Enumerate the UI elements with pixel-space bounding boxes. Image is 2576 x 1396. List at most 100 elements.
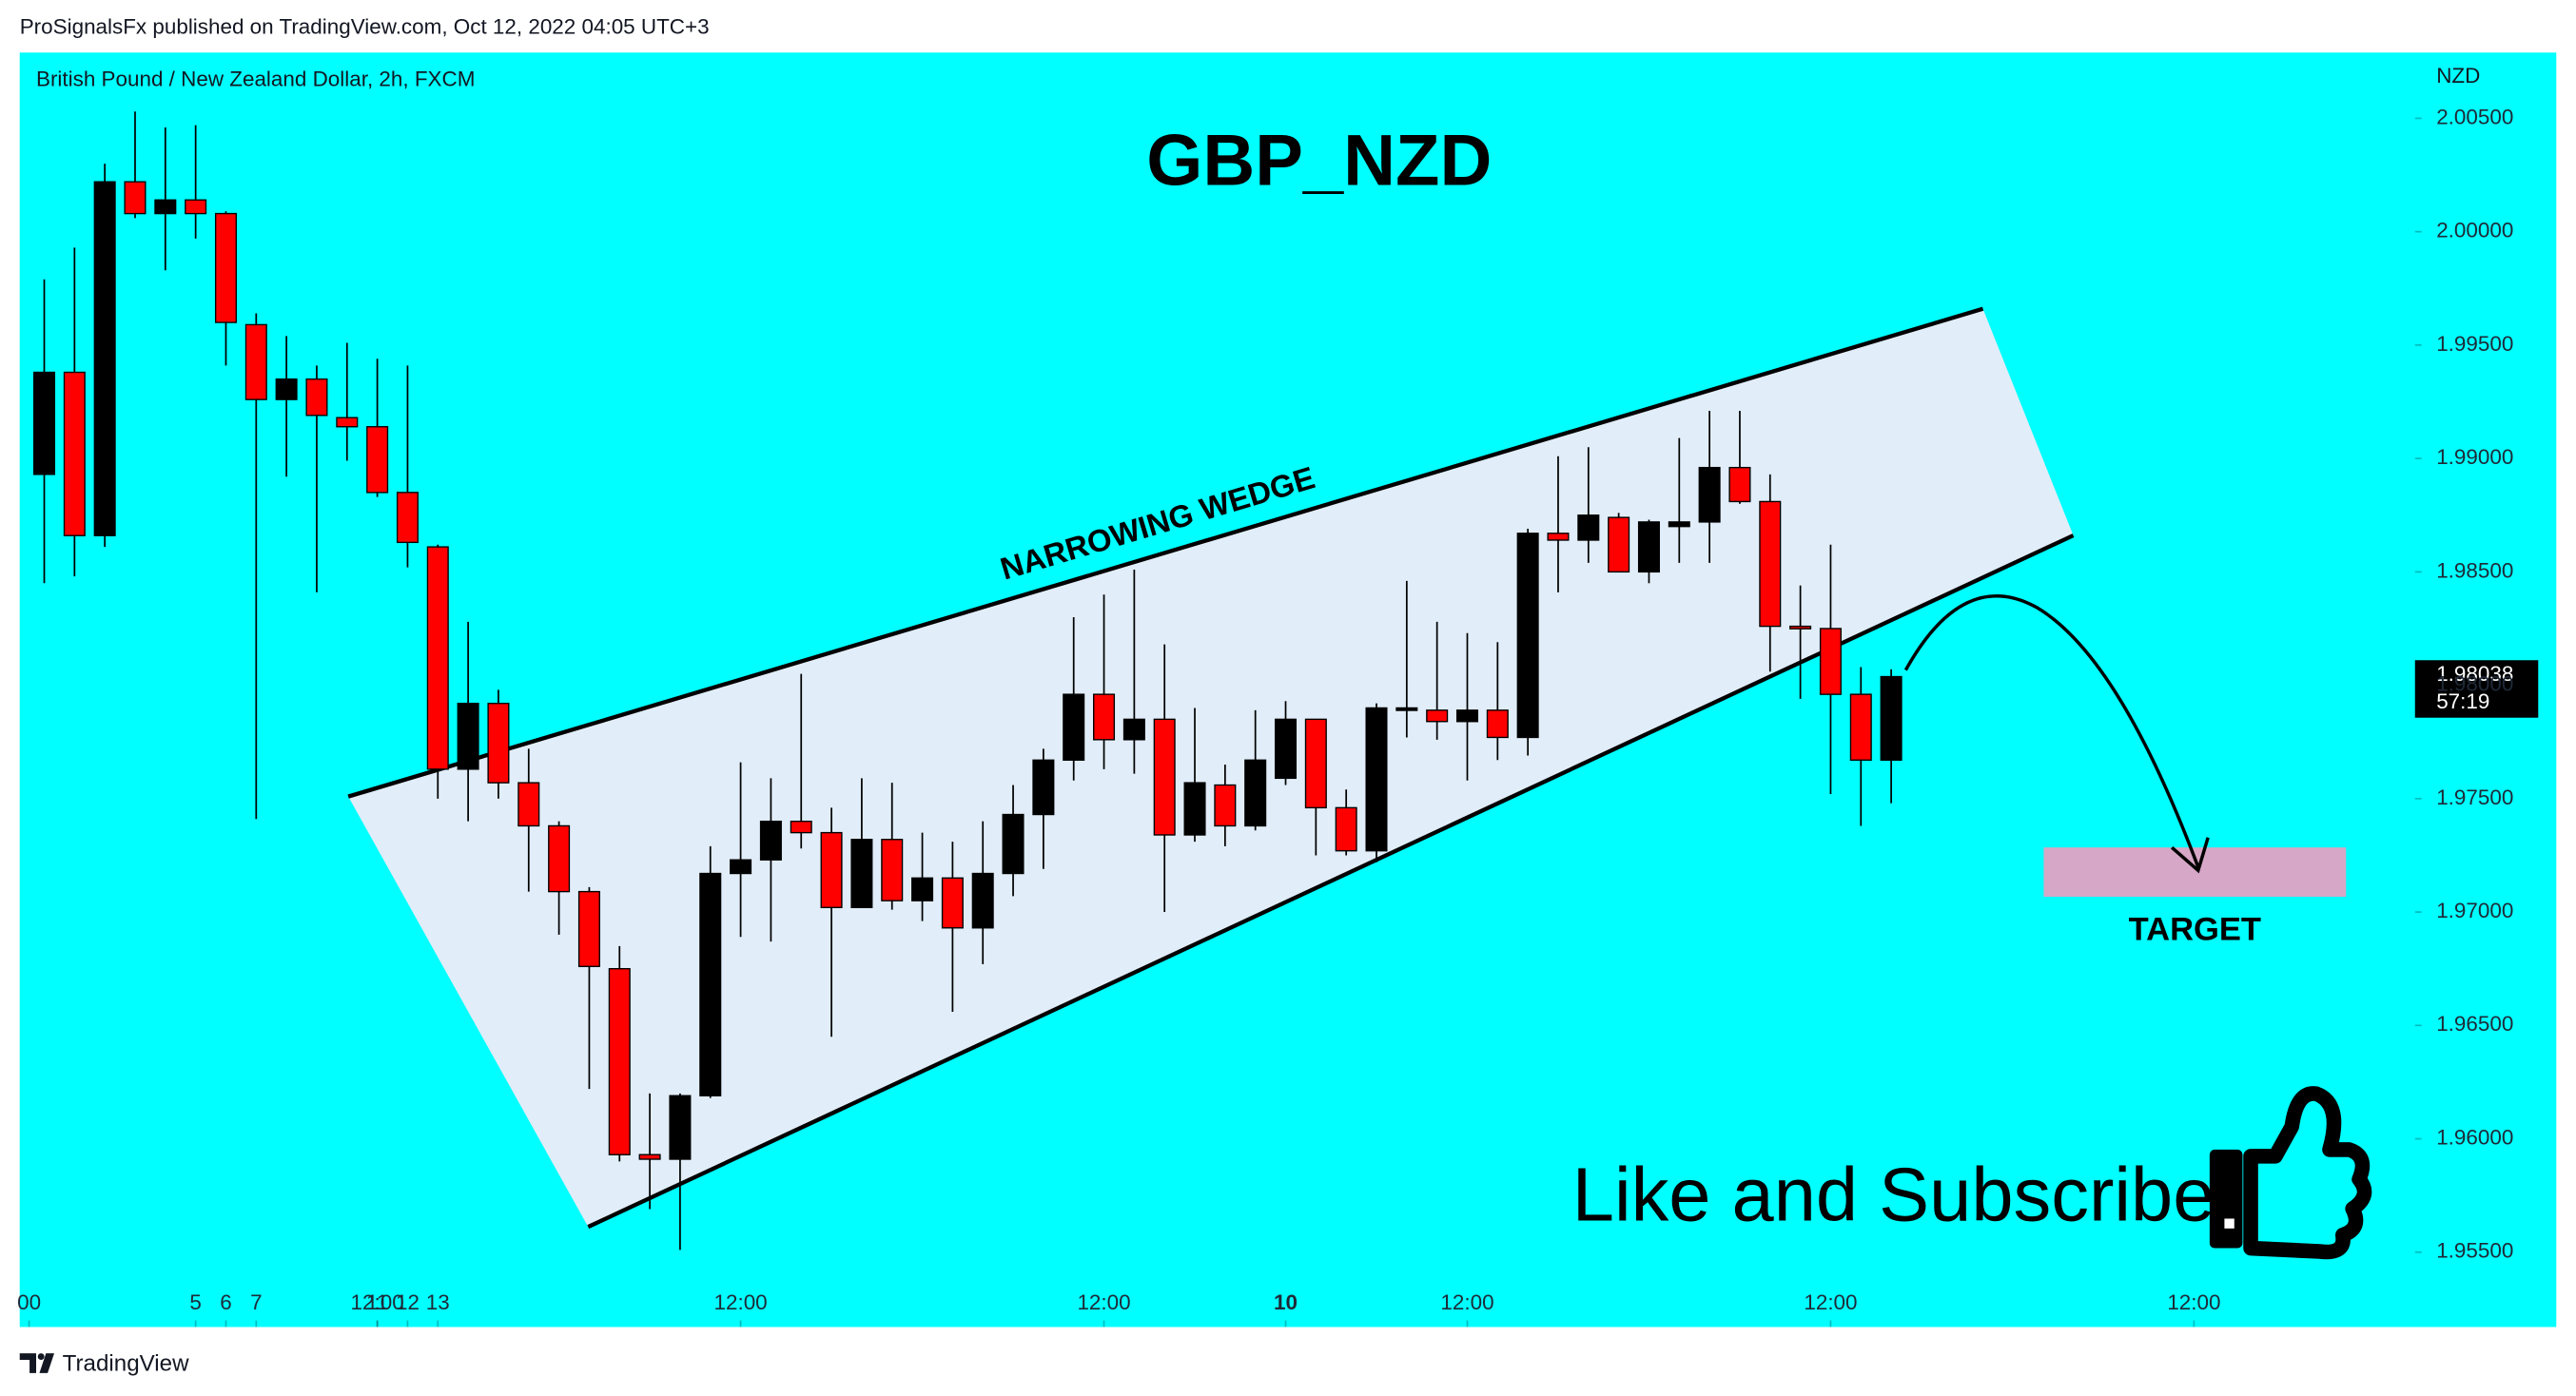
x-tick-label: 12:00 [1077, 1290, 1130, 1314]
candle-body [1880, 675, 1903, 761]
candle-body [1063, 693, 1085, 761]
candle-body [1789, 625, 1812, 630]
currency-label: NZD [2436, 64, 2480, 87]
candle-body [1395, 707, 1418, 711]
candle-body [124, 181, 146, 215]
candle-body [1335, 806, 1357, 852]
y-tick-label: 1.97500 [2436, 785, 2513, 809]
x-tick-label: 12:00 [1440, 1290, 1493, 1314]
candle-body [487, 702, 510, 784]
candle-body [32, 371, 56, 475]
candle-body [638, 1154, 661, 1160]
candle-body [1093, 693, 1116, 741]
candle-body [1819, 628, 1842, 695]
y-tick-label: 1.96000 [2436, 1125, 2513, 1149]
candle-body [1577, 514, 1600, 541]
candle-body [1032, 759, 1055, 816]
published-line: ProSignalsFx published on TradingView.co… [20, 14, 710, 38]
x-tick-label: 11 [366, 1290, 388, 1314]
y-tick-label: 1.99500 [2436, 332, 2513, 356]
x-tick-label: 10 [1274, 1290, 1298, 1314]
candle-body [366, 426, 389, 494]
chart-title: GBP_NZD [1146, 121, 1492, 202]
candle-body [1698, 466, 1721, 523]
arrow-head [2171, 837, 2210, 874]
tradingview-logo [19, 1353, 54, 1373]
target-label: TARGET [2129, 911, 2261, 947]
candle-body [850, 839, 873, 908]
candle-body [1486, 709, 1509, 739]
candle-body [730, 859, 752, 875]
candle-body [214, 212, 237, 323]
candle-body [1668, 521, 1690, 528]
candle-body [1183, 782, 1206, 836]
last-price-box [2414, 660, 2539, 718]
candle-body [911, 877, 934, 902]
candle-body [305, 378, 328, 417]
x-tick-label: 7 [250, 1290, 262, 1314]
x-tick-label: 00 [17, 1290, 41, 1314]
candle-body [1153, 718, 1176, 836]
candle-body [185, 199, 207, 215]
candle-body [244, 323, 267, 400]
candle-body [1214, 784, 1237, 827]
candles [32, 111, 1903, 1251]
candle-body [548, 824, 571, 893]
candle-body [517, 782, 540, 827]
candle-body [1516, 533, 1539, 739]
candle-body [1455, 709, 1479, 723]
candle-body [820, 831, 843, 908]
candle-body [1365, 707, 1388, 852]
candle-body [1304, 718, 1327, 809]
x-tick-label: 12:00 [351, 1290, 404, 1314]
y-tick-label: 1.98500 [2436, 558, 2513, 582]
footer-brand: TradingView [63, 1351, 189, 1377]
x-tick-label: 12:00 [1804, 1290, 1857, 1314]
candle-body [1728, 466, 1751, 503]
candle-body [669, 1095, 692, 1160]
forecast-arrow [1903, 594, 2200, 868]
countdown-label: 57:19 [2436, 689, 2489, 713]
candle-body [881, 839, 904, 902]
candle-body [1759, 500, 1782, 628]
y-tick-label: 1.98000 [2436, 672, 2513, 696]
candle-body [759, 820, 782, 861]
candle-body [93, 181, 116, 536]
candle-body [154, 199, 177, 215]
candle-body [63, 371, 86, 536]
x-tick-label: 5 [189, 1290, 201, 1314]
x-tick-label: 13 [426, 1290, 450, 1314]
cta-text: Like and Subscribe [1572, 1152, 2215, 1236]
thumbs-up-icon [2209, 1086, 2372, 1260]
candle-body [396, 492, 419, 544]
y-tick-label: 1.97000 [2436, 899, 2513, 922]
x-tick-label: 6 [220, 1290, 231, 1314]
candle-body [699, 872, 722, 1096]
candle-body [1426, 709, 1449, 723]
x-tick-label: 12 [396, 1290, 420, 1314]
wedge-upper-line [347, 306, 1984, 799]
candle-body [941, 877, 964, 929]
candle-body [457, 702, 479, 770]
candle-body [1849, 693, 1872, 761]
y-tick-label: 1.96500 [2436, 1012, 2513, 1036]
candle-body [971, 872, 994, 929]
y-tick-label: 2.00000 [2436, 219, 2513, 242]
x-tick-label: 12:00 [714, 1290, 768, 1314]
candle-body [275, 378, 298, 400]
candle-body [1547, 533, 1570, 541]
candle-body [1122, 718, 1145, 741]
y-tick-label: 1.99000 [2436, 445, 2513, 469]
candle-body [426, 546, 449, 770]
candle-body [336, 417, 359, 428]
y-tick-label: 2.00500 [2436, 105, 2513, 128]
candle-body [577, 890, 600, 967]
x-tick-label: 12:00 [2167, 1290, 2220, 1314]
candle-body [1002, 813, 1025, 875]
y-tick-label: 1.95500 [2436, 1239, 2513, 1263]
candle-body [608, 967, 631, 1155]
candle-body [790, 820, 812, 834]
candle-body [1244, 759, 1267, 827]
